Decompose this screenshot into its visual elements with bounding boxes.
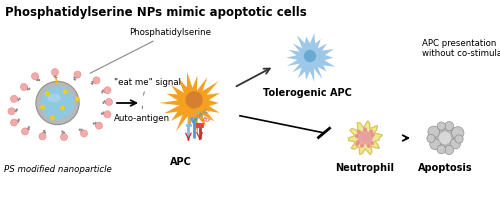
Ellipse shape [360, 130, 370, 139]
Ellipse shape [10, 95, 18, 102]
Ellipse shape [360, 144, 364, 148]
Ellipse shape [62, 89, 68, 94]
Ellipse shape [455, 135, 463, 143]
Text: PD-L1: PD-L1 [188, 109, 202, 124]
Ellipse shape [304, 50, 316, 62]
Ellipse shape [371, 133, 375, 137]
Ellipse shape [96, 122, 102, 129]
Ellipse shape [354, 134, 359, 138]
Ellipse shape [75, 97, 80, 101]
Ellipse shape [60, 133, 68, 140]
Text: "eat me" signal: "eat me" signal [114, 77, 181, 95]
Ellipse shape [363, 127, 367, 131]
Ellipse shape [356, 132, 366, 141]
Ellipse shape [104, 87, 111, 94]
Ellipse shape [435, 128, 455, 148]
Ellipse shape [39, 133, 46, 140]
Ellipse shape [366, 144, 371, 148]
Ellipse shape [437, 145, 446, 154]
Text: MHC: MHC [196, 108, 211, 120]
Ellipse shape [36, 81, 79, 125]
Text: Tolerogenic APC: Tolerogenic APC [263, 88, 352, 98]
Polygon shape [286, 33, 335, 82]
Ellipse shape [452, 127, 464, 139]
Ellipse shape [450, 139, 460, 149]
Polygon shape [348, 121, 382, 155]
Ellipse shape [186, 91, 203, 109]
Text: PS modified nanoparticle: PS modified nanoparticle [4, 165, 112, 174]
Ellipse shape [60, 106, 65, 110]
Ellipse shape [22, 128, 29, 135]
Ellipse shape [104, 111, 111, 118]
Text: Neutrophil: Neutrophil [336, 163, 394, 173]
Ellipse shape [358, 136, 368, 145]
Ellipse shape [10, 119, 18, 126]
Ellipse shape [50, 115, 55, 120]
Polygon shape [159, 72, 220, 134]
Ellipse shape [106, 98, 112, 105]
Ellipse shape [428, 126, 440, 138]
Text: APC presentation
without co-stimulation: APC presentation without co-stimulation [422, 39, 500, 58]
Text: APC: APC [170, 157, 192, 167]
Ellipse shape [40, 86, 74, 120]
Text: Auto-antigen: Auto-antigen [114, 106, 170, 123]
Ellipse shape [40, 105, 45, 109]
Ellipse shape [74, 71, 81, 78]
Text: Apoptosis: Apoptosis [418, 163, 472, 173]
Text: Phosphatidylserine: Phosphatidylserine [90, 28, 211, 73]
Ellipse shape [93, 77, 100, 84]
Text: Phosphatidylserine NPs mimic apoptotic cells: Phosphatidylserine NPs mimic apoptotic c… [5, 6, 307, 19]
Ellipse shape [8, 108, 15, 115]
Ellipse shape [369, 129, 373, 133]
Ellipse shape [48, 94, 61, 102]
Ellipse shape [430, 139, 440, 150]
Ellipse shape [427, 134, 435, 143]
Ellipse shape [356, 140, 360, 144]
Ellipse shape [444, 122, 454, 131]
Ellipse shape [444, 145, 454, 154]
Ellipse shape [437, 122, 446, 130]
Ellipse shape [357, 130, 361, 134]
Ellipse shape [80, 130, 87, 137]
Ellipse shape [52, 69, 59, 76]
Ellipse shape [32, 73, 38, 80]
Ellipse shape [370, 141, 374, 145]
Ellipse shape [45, 91, 50, 96]
Ellipse shape [355, 142, 359, 146]
Ellipse shape [20, 83, 28, 90]
Ellipse shape [364, 132, 374, 141]
Text: B7: B7 [201, 117, 210, 125]
Ellipse shape [363, 136, 372, 145]
Ellipse shape [439, 132, 451, 144]
